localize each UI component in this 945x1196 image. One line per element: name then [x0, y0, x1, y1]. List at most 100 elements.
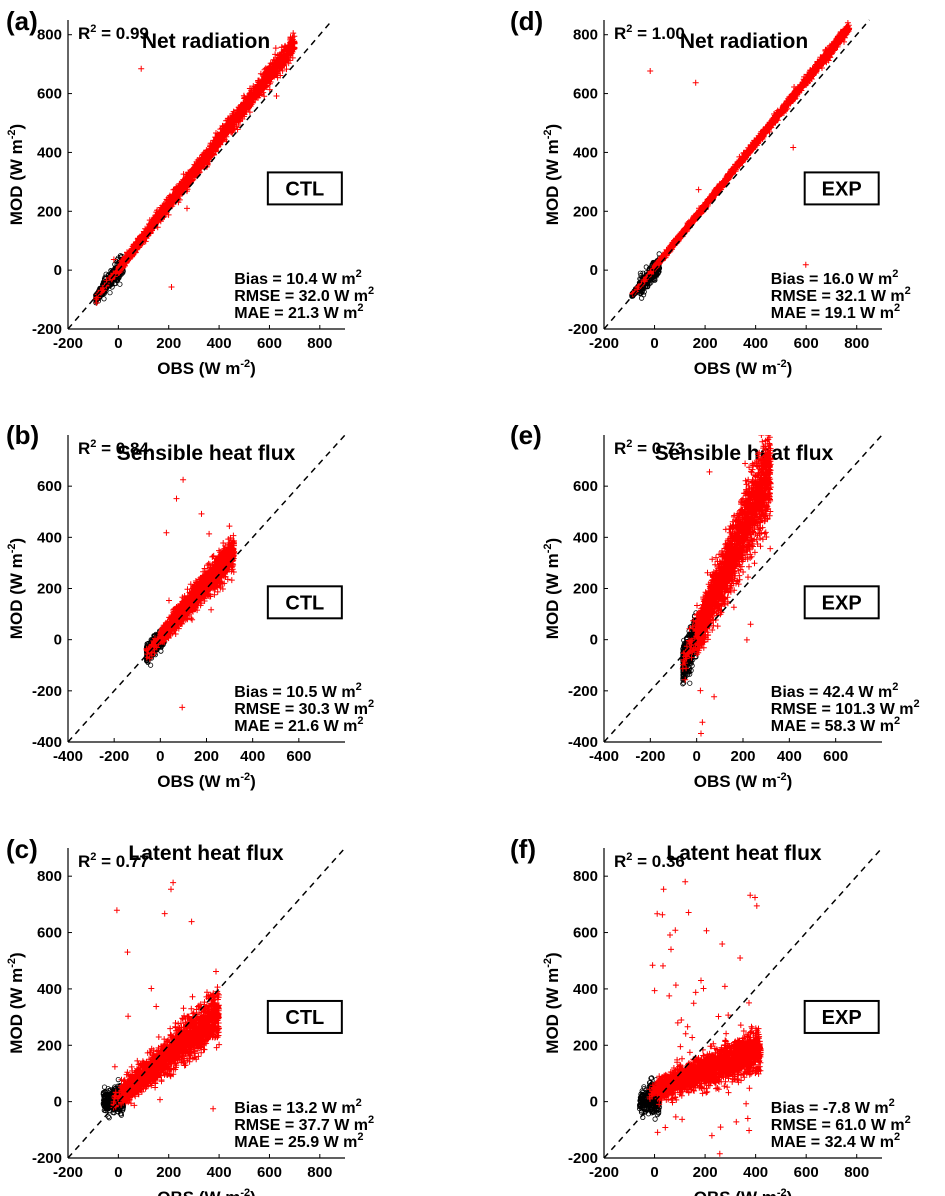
- x-axis-label: OBS (W m-2): [157, 1187, 256, 1196]
- series-daytime-markers: [679, 435, 774, 737]
- stat-line: Bias = 10.4 W m2: [234, 268, 362, 288]
- x-tick-label: 200: [156, 1164, 181, 1181]
- y-tick-label: 600: [37, 478, 62, 495]
- panel-label: (c): [6, 834, 38, 864]
- panel-c: (c) Latent heat flux -200 0 200 400 600 800 -200…: [6, 834, 374, 1196]
- y-tick-label: -200: [32, 321, 62, 338]
- r-squared: R2 = 0.99: [78, 23, 149, 43]
- x-tick-label: 400: [743, 1164, 768, 1181]
- panel-b: (b) Sensible heat flux -400 -200 0 200 400 600 -…: [6, 420, 374, 791]
- stat-line: RMSE = 32.0 W m2: [234, 285, 374, 305]
- stat-line: Bias = -7.8 W m2: [771, 1097, 895, 1117]
- stat-line: MAE = 19.1 W m2: [771, 302, 900, 322]
- y-axis-label: MOD (W m-2): [6, 538, 26, 639]
- panel-label: (b): [6, 420, 39, 450]
- x-tick-label: 0: [650, 1164, 658, 1181]
- panel-label: (e): [510, 420, 542, 450]
- y-tick-label: 400: [37, 144, 62, 161]
- y-tick-label: -200: [32, 1150, 62, 1167]
- stat-line: MAE = 32.4 W m2: [771, 1131, 900, 1151]
- y-tick-label: 800: [37, 868, 62, 885]
- x-tick-label: -200: [589, 1164, 619, 1181]
- scatter-points: [679, 435, 774, 737]
- x-tick-label: 600: [286, 748, 311, 765]
- y-tick-label: 0: [590, 1094, 598, 1111]
- panel-f: (f) Latent heat flux -200 0 200 400 600 800 -200…: [510, 834, 911, 1196]
- chart-title: Net radiation: [680, 30, 808, 53]
- series-daytime-markers: [110, 879, 223, 1112]
- x-tick-label: 0: [692, 748, 700, 765]
- y-axis-label: MOD (W m-2): [6, 952, 26, 1053]
- series-daytime-markers: [646, 878, 764, 1157]
- stat-line: Bias = 13.2 W m2: [234, 1097, 362, 1117]
- r-squared: R2 = 0.77: [78, 851, 149, 871]
- panel-d: (d) Net radiation -200 0 200 400 600 800 -200 0 20…: [510, 6, 911, 378]
- stat-line: RMSE = 30.3 W m2: [234, 698, 374, 718]
- y-axis-label: MOD (W m-2): [542, 952, 562, 1053]
- y-tick-label: 800: [573, 868, 598, 885]
- experiment-badge: [266, 999, 343, 1034]
- x-tick-label: -200: [589, 335, 619, 352]
- x-tick-label: -200: [53, 1164, 83, 1181]
- one-to-one-line: [603, 434, 883, 743]
- x-tick-label: 0: [156, 748, 164, 765]
- x-tick-label: 600: [257, 335, 282, 352]
- x-tick-label: 200: [693, 1164, 718, 1181]
- stat-line: MAE = 21.6 W m2: [234, 715, 363, 735]
- chart-title: Sensible heat flux: [117, 442, 296, 465]
- x-tick-label: 600: [794, 1164, 819, 1181]
- series-daytime-markers: [92, 30, 298, 306]
- panel-e: (e) Sensible heat flux -400 -200 0 200 400 600 -…: [510, 420, 920, 791]
- y-tick-label: 400: [37, 529, 62, 546]
- x-tick-label: 200: [730, 748, 755, 765]
- experiment-badge-label: CTL: [285, 178, 324, 200]
- experiment-badge: [266, 585, 343, 620]
- x-tick-label: 400: [207, 335, 232, 352]
- r-squared: R2 = 0.84: [78, 438, 149, 458]
- x-tick-label: 0: [114, 335, 122, 352]
- stat-line: Bias = 10.5 W m2: [234, 681, 362, 701]
- x-tick-label: 600: [823, 748, 848, 765]
- x-axis-label: OBS (W m-2): [694, 771, 793, 791]
- y-tick-label: 0: [54, 262, 62, 279]
- panel-label: (a): [6, 6, 38, 36]
- experiment-badge: [266, 171, 343, 206]
- stat-line: Bias = 42.4 W m2: [771, 681, 899, 701]
- y-axis-label: MOD (W m-2): [542, 124, 562, 225]
- y-tick-label: -400: [32, 734, 62, 751]
- panel-label: (d): [510, 6, 543, 36]
- x-axis-label: OBS (W m-2): [157, 358, 256, 378]
- stat-line: RMSE = 37.7 W m2: [234, 1114, 374, 1134]
- y-tick-label: 600: [37, 925, 62, 942]
- scatter-points: [143, 476, 238, 711]
- one-to-one-line: [67, 847, 346, 1159]
- experiment-badge: [803, 171, 880, 206]
- y-tick-label: 200: [573, 581, 598, 598]
- chart-title: Latent heat flux: [666, 842, 822, 865]
- scatter-points: [92, 30, 298, 306]
- y-tick-label: 600: [573, 86, 598, 103]
- experiment-badge: [803, 999, 880, 1034]
- x-tick-label: 0: [114, 1164, 122, 1181]
- y-tick-label: 400: [573, 144, 598, 161]
- r-squared: R2 = 0.36: [614, 851, 685, 871]
- y-tick-label: 600: [573, 478, 598, 495]
- experiment-badge-label: CTL: [285, 592, 324, 614]
- y-tick-label: 400: [37, 981, 62, 998]
- y-tick-label: 400: [573, 981, 598, 998]
- x-tick-label: 400: [777, 748, 802, 765]
- stat-line: MAE = 58.3 W m2: [771, 715, 900, 735]
- experiment-badge-label: EXP: [822, 178, 862, 200]
- y-tick-label: 600: [37, 86, 62, 103]
- y-tick-label: -200: [568, 321, 598, 338]
- scatter-points: [629, 20, 853, 301]
- x-tick-label: -400: [589, 748, 619, 765]
- x-tick-label: 800: [844, 1164, 869, 1181]
- y-tick-label: 600: [573, 925, 598, 942]
- y-axis-label: MOD (W m-2): [542, 538, 562, 639]
- scatter-points: [100, 879, 223, 1121]
- y-tick-label: 400: [573, 529, 598, 546]
- chart-title: Latent heat flux: [128, 842, 284, 865]
- series-daytime-markers: [143, 476, 238, 711]
